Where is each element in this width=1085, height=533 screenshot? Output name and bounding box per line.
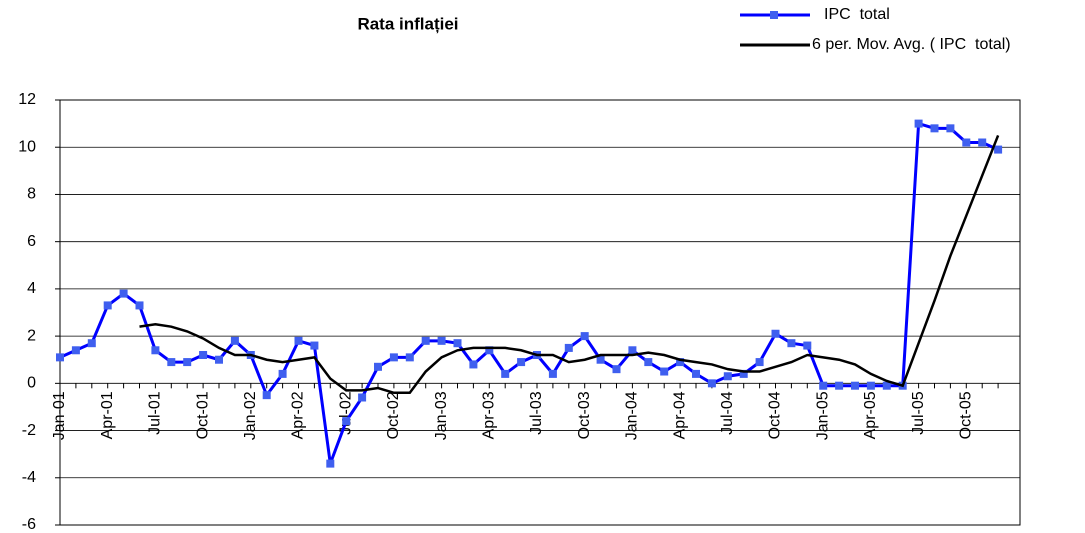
x-tick-label: Apr-02 [290,391,307,439]
marker [374,362,382,371]
y-tick-label: 6 [27,233,36,250]
marker [644,358,653,367]
marker [660,367,669,376]
marker [978,138,987,147]
y-tick-label: 10 [18,138,36,155]
marker [755,358,764,367]
marker [199,351,208,359]
marker [310,341,319,350]
marker [628,346,637,355]
marker [71,346,80,355]
x-tick-label: Oct-03 [576,391,593,439]
y-tick-label: 0 [27,375,36,392]
marker [723,372,732,381]
marker [262,391,271,400]
marker [882,381,891,390]
x-tick-label: Jan-02 [242,391,259,440]
marker [103,301,112,310]
marker [389,353,398,362]
marker [501,369,510,378]
marker [930,124,939,133]
marker [469,360,478,369]
marker [294,336,303,345]
marker [771,329,780,338]
series-line [139,134,1000,395]
x-tick-label: Oct-02 [385,391,402,439]
marker [437,336,446,345]
marker [994,145,1003,154]
marker [151,346,160,355]
y-tick-label: 12 [18,91,36,108]
marker [914,119,923,128]
marker [692,369,700,378]
y-tick-label: -2 [22,422,36,439]
marker [230,336,239,345]
x-tick-label: Jan-03 [433,391,450,440]
x-tick-label: Apr-03 [481,391,498,439]
marker [851,381,859,390]
x-tick-label: Apr-01 [99,391,116,439]
marker [676,358,685,367]
marker [183,358,192,367]
marker [580,332,589,341]
x-tick-label: Jul-03 [528,391,545,435]
x-tick-label: Oct-04 [767,391,784,439]
marker [707,379,716,388]
x-tick-label: Oct-01 [194,391,211,439]
marker [56,353,64,362]
marker [739,369,748,378]
marker [405,353,414,362]
legend-marker [770,11,778,19]
marker [167,358,176,367]
y-tick-label: -6 [22,516,36,533]
x-tick-label: Jan-05 [814,391,831,440]
marker [946,124,955,133]
x-tick-label: Jul-04 [719,391,736,435]
marker [787,339,796,348]
legend-label: IPC total [824,6,890,23]
marker [87,339,96,348]
marker [421,336,430,345]
x-tick-label: Apr-05 [862,391,879,439]
marker [326,459,335,468]
marker [596,355,605,364]
marker [453,339,462,348]
marker [342,417,351,426]
y-tick-label: 2 [27,327,36,344]
y-tick-label: 8 [27,186,36,203]
x-tick-label: Jan-04 [624,391,641,440]
marker [819,381,828,390]
marker [278,369,287,378]
y-tick-label: 4 [27,280,36,297]
marker [612,365,621,374]
marker [548,369,557,378]
x-tick-label: Oct-05 [958,391,975,439]
marker [803,341,812,350]
marker [835,381,844,390]
legend-label: 6 per. Mov. Avg. ( IPC total) [812,36,1011,53]
x-tick-label: Apr-04 [671,391,688,439]
marker [119,289,128,298]
x-tick-label: Jul-01 [147,391,164,435]
marker [517,358,526,367]
x-tick-label: Jul-05 [910,391,927,435]
x-tick-label: Jan-01 [51,391,68,440]
marker [358,393,367,402]
marker [866,381,875,390]
marker [962,138,971,147]
marker [215,355,223,364]
marker [135,301,144,310]
plot-frame [59,99,1021,526]
chart-title: Rata inflației [357,14,458,33]
y-tick-label: -4 [22,469,36,486]
marker [485,346,494,355]
marker [564,343,573,352]
